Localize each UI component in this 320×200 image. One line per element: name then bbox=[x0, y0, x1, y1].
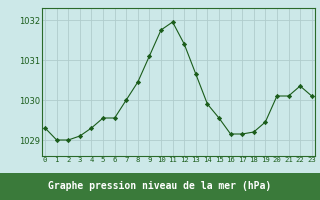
Text: Graphe pression niveau de la mer (hPa): Graphe pression niveau de la mer (hPa) bbox=[48, 181, 272, 191]
